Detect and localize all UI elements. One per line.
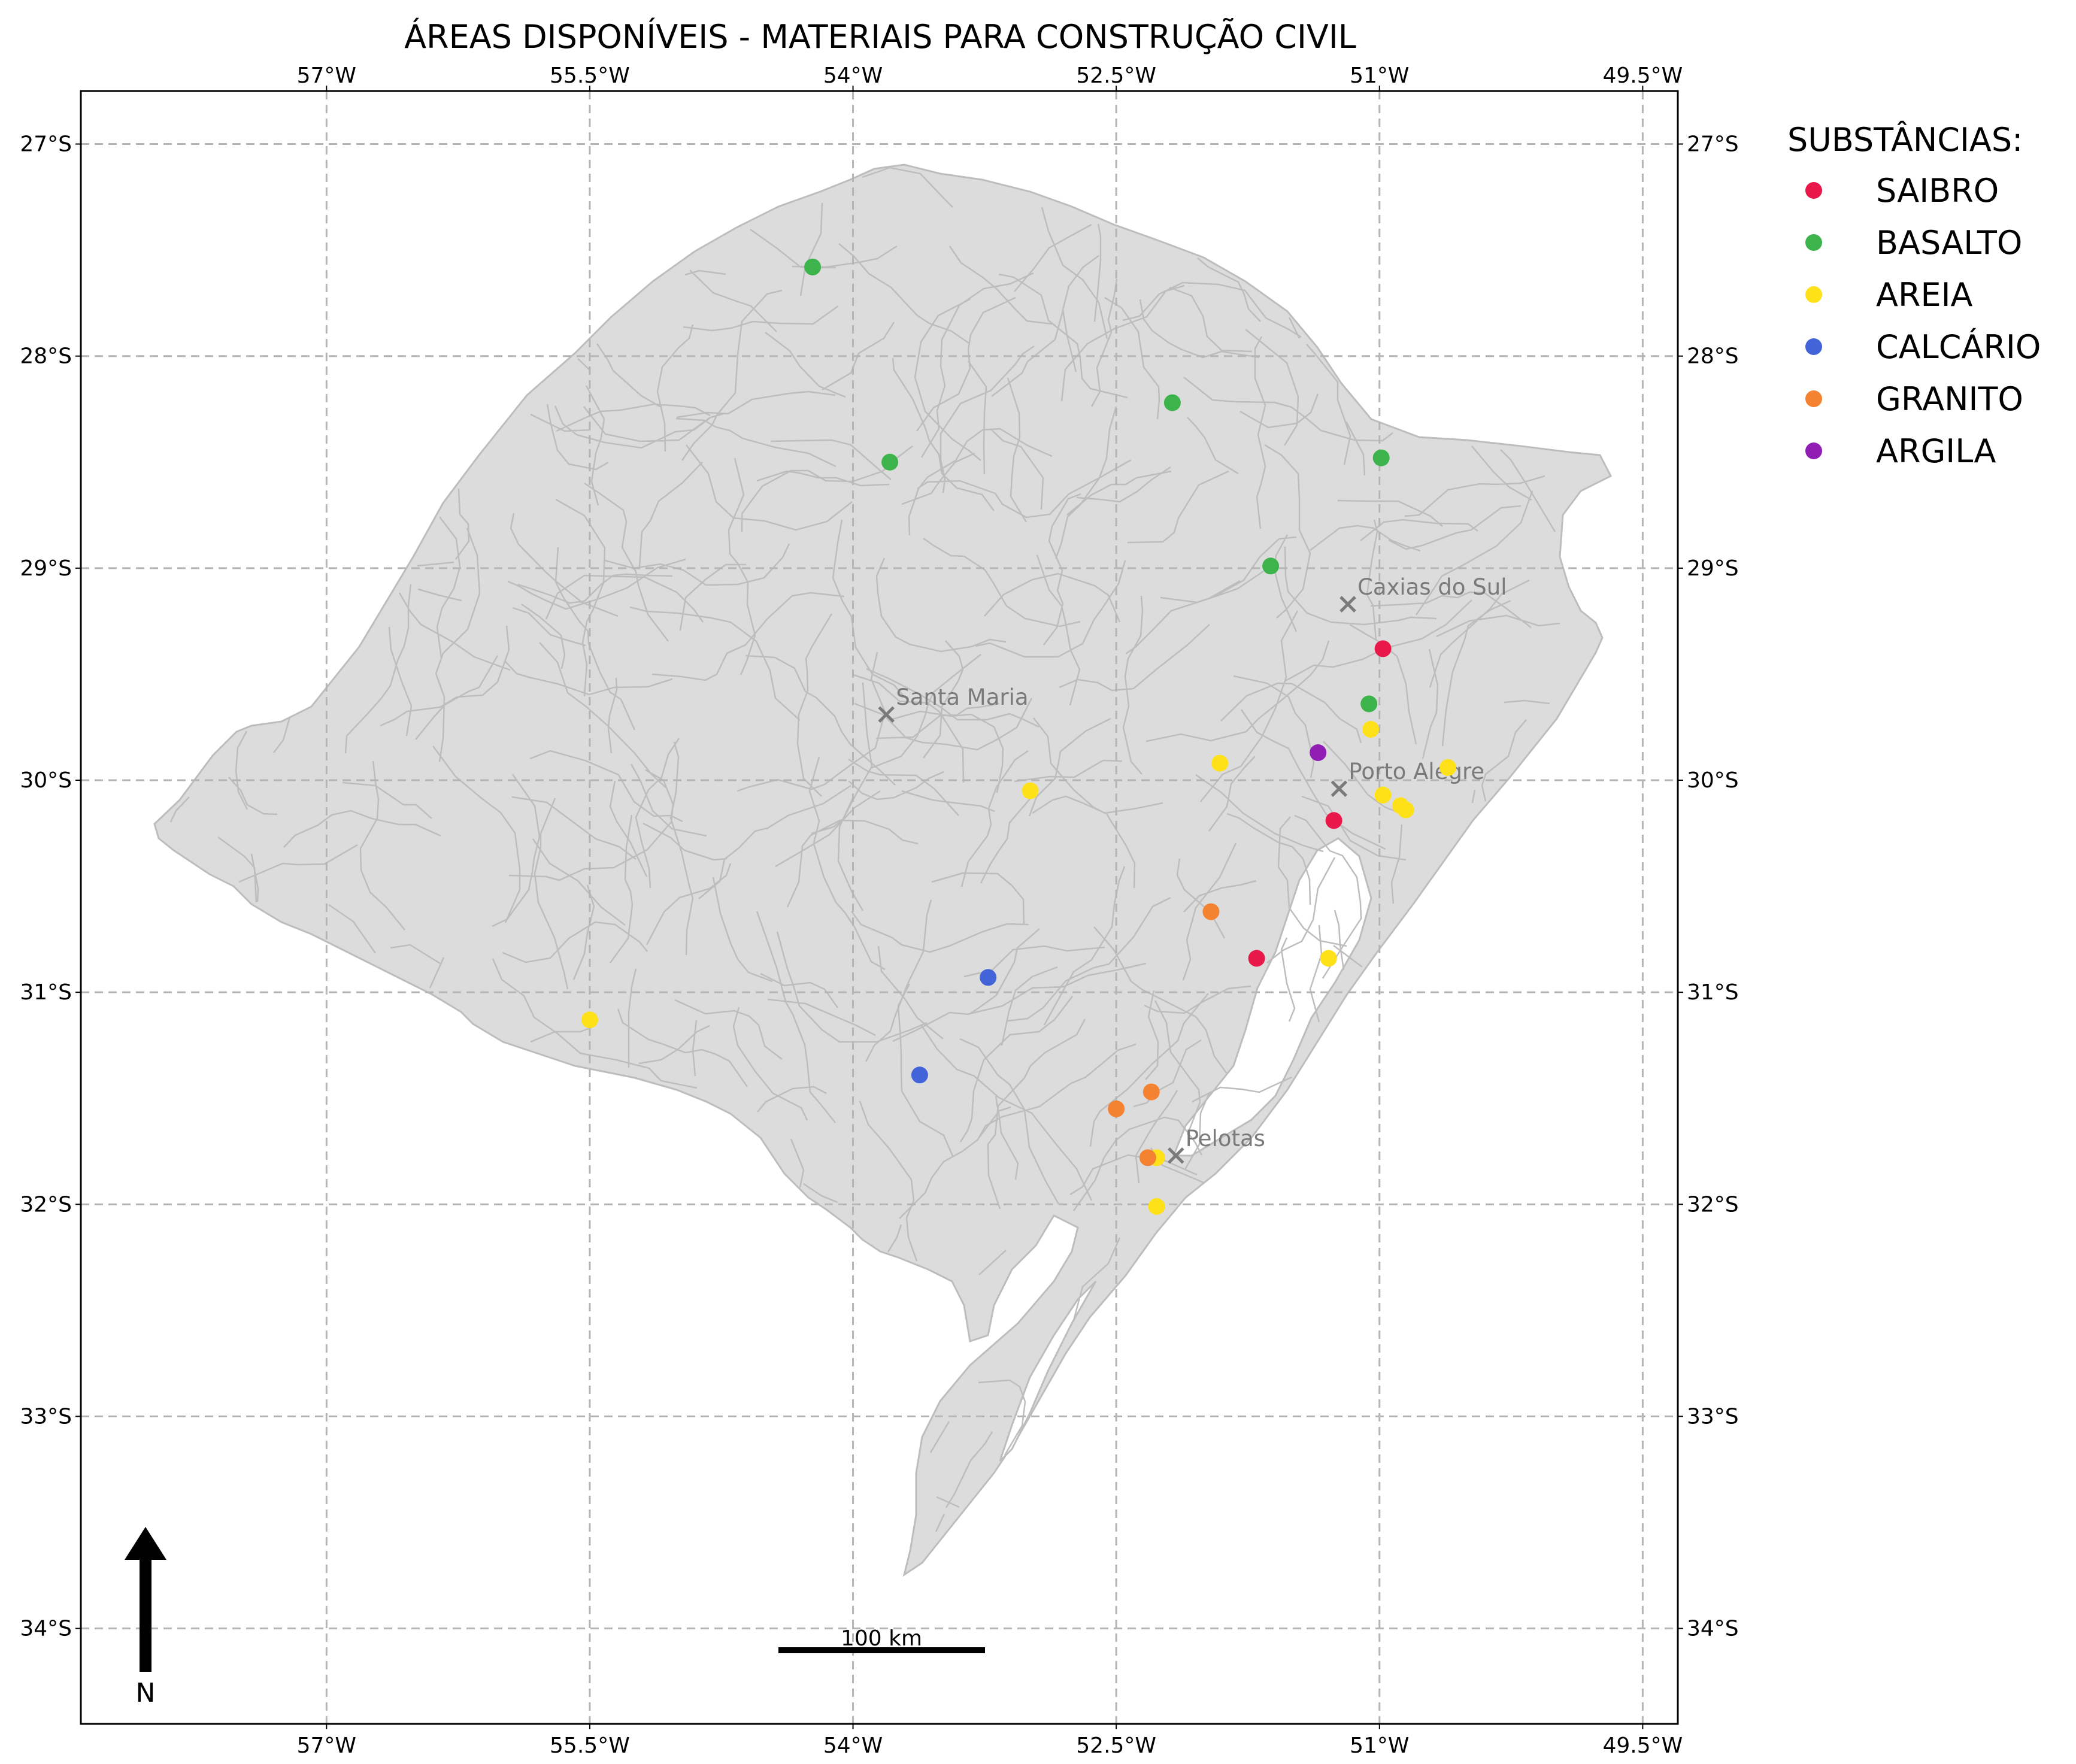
point-argila bbox=[1310, 744, 1327, 761]
legend-label: BASALTO bbox=[1876, 224, 2022, 262]
legend-marker bbox=[1805, 234, 1822, 251]
point-basalto bbox=[881, 453, 899, 471]
legend-label: SAIBRO bbox=[1876, 172, 1999, 210]
lat-tick-label-right: 34°S bbox=[1687, 1617, 1739, 1641]
lon-tick-label-top: 57°W bbox=[297, 63, 356, 88]
map-frame bbox=[80, 90, 1679, 1725]
north-arrow-label: N bbox=[136, 1678, 156, 1708]
point-saibro bbox=[1248, 950, 1265, 967]
city-marker: Pelotas bbox=[1168, 1126, 1265, 1164]
axis-ticks: 57°W 57°W 55.5°W 55.5°W 54°W 54°W 52.5°W 52.5°W… bbox=[20, 63, 1738, 1758]
point-basalto bbox=[804, 258, 822, 275]
lat-tick-label-left: 34°S bbox=[20, 1617, 72, 1641]
city-x-icon bbox=[1339, 596, 1356, 613]
lat-tick-label-left: 33°S bbox=[20, 1404, 72, 1429]
lat-tick-label-right: 30°S bbox=[1687, 768, 1739, 793]
city-x-icon bbox=[878, 706, 895, 723]
lon-tick-label-top: 55.5°W bbox=[550, 63, 630, 88]
lon-tick-label-bottom: 49.5°W bbox=[1603, 1733, 1683, 1758]
point-basalto bbox=[1262, 557, 1280, 575]
north-arrow-icon bbox=[125, 1527, 166, 1672]
point-saibro bbox=[1325, 812, 1342, 829]
lon-tick-label-bottom: 52.5°W bbox=[1076, 1733, 1156, 1758]
lat-tick-label-left: 27°S bbox=[20, 132, 72, 157]
point-calcário bbox=[980, 969, 997, 986]
point-calcário bbox=[911, 1066, 928, 1084]
city-marker: Caxias do Sul bbox=[1339, 574, 1507, 613]
scale-bar-label: 100 km bbox=[841, 1626, 922, 1651]
legend-marker bbox=[1805, 442, 1822, 459]
city-markers: Caxias do Sul Santa Maria Porto Alegre Pelo… bbox=[878, 574, 1507, 1164]
lat-tick-label-right: 33°S bbox=[1687, 1404, 1739, 1429]
legend-label: AREIA bbox=[1876, 276, 1973, 314]
lon-tick-label-bottom: 51°W bbox=[1350, 1733, 1409, 1758]
lat-tick-label-left: 30°S bbox=[20, 768, 72, 793]
rio-grande-do-sul-landmass bbox=[153, 163, 1613, 1577]
lat-tick-label-left: 31°S bbox=[20, 980, 72, 1005]
map-title: ÁREAS DISPONÍVEIS - MATERIAIS PARA CONST… bbox=[404, 18, 1356, 56]
point-granito bbox=[1108, 1100, 1125, 1117]
legend-title: SUBSTÂNCIAS: bbox=[1787, 121, 2023, 159]
lat-tick-label-right: 27°S bbox=[1687, 132, 1739, 157]
point-areia bbox=[1439, 759, 1457, 776]
point-areia bbox=[1148, 1198, 1165, 1215]
point-granito bbox=[1202, 903, 1220, 920]
point-basalto bbox=[1163, 394, 1181, 411]
point-areia bbox=[1022, 782, 1039, 799]
point-areia bbox=[1211, 754, 1229, 772]
legend-label: GRANITO bbox=[1876, 380, 2023, 418]
lat-tick-label-right: 31°S bbox=[1687, 980, 1739, 1005]
north-arrow: N bbox=[125, 1527, 166, 1708]
legend-label: ARGILA bbox=[1876, 432, 1996, 470]
lat-tick-label-left: 32°S bbox=[20, 1192, 72, 1217]
lon-tick-label-top: 49.5°W bbox=[1603, 63, 1683, 88]
point-basalto bbox=[1372, 449, 1390, 466]
lon-tick-label-bottom: 55.5°W bbox=[550, 1733, 630, 1758]
city-label: Porto Alegre bbox=[1348, 759, 1484, 784]
point-areia bbox=[1374, 786, 1392, 804]
city-label: Pelotas bbox=[1186, 1126, 1265, 1151]
substance-points bbox=[581, 258, 1457, 1215]
scale-bar: 100 km bbox=[778, 1626, 985, 1653]
point-areia bbox=[1320, 950, 1337, 967]
lat-tick-label-right: 32°S bbox=[1687, 1192, 1739, 1217]
point-areia bbox=[581, 1011, 598, 1029]
point-basalto bbox=[1360, 695, 1378, 713]
city-marker: Santa Maria bbox=[878, 684, 1029, 723]
lon-tick-label-bottom: 57°W bbox=[297, 1733, 356, 1758]
legend-label: CALCÁRIO bbox=[1876, 328, 2041, 366]
point-saibro bbox=[1374, 640, 1392, 657]
city-label: Caxias do Sul bbox=[1357, 574, 1507, 600]
point-areia bbox=[1397, 801, 1414, 819]
lon-tick-label-bottom: 54°W bbox=[823, 1733, 883, 1758]
legend-marker bbox=[1805, 182, 1822, 199]
legend-marker bbox=[1805, 286, 1822, 303]
lat-tick-label-left: 28°S bbox=[20, 344, 72, 369]
lat-tick-label-right: 29°S bbox=[1687, 556, 1739, 581]
legend: SUBSTÂNCIAS: SAIBRO BASALTO AREIA CALCÁRIO G… bbox=[1787, 121, 2041, 470]
graticule-grid bbox=[81, 91, 1678, 1724]
land-polygon bbox=[153, 163, 1613, 1577]
legend-marker bbox=[1805, 338, 1822, 355]
lat-tick-label-right: 28°S bbox=[1687, 344, 1739, 369]
point-granito bbox=[1142, 1083, 1160, 1101]
point-granito bbox=[1139, 1149, 1156, 1166]
point-areia bbox=[1362, 721, 1380, 738]
lon-tick-label-top: 51°W bbox=[1350, 63, 1409, 88]
city-x-icon bbox=[1331, 780, 1348, 797]
lagoa-dos-patos bbox=[1172, 837, 1372, 1157]
legend-marker bbox=[1805, 390, 1822, 407]
lat-tick-label-left: 29°S bbox=[20, 556, 72, 581]
city-x-icon bbox=[1168, 1147, 1184, 1164]
city-label: Santa Maria bbox=[896, 684, 1028, 710]
lon-tick-label-top: 52.5°W bbox=[1076, 63, 1156, 88]
lon-tick-label-top: 54°W bbox=[823, 63, 883, 88]
city-marker: Porto Alegre bbox=[1331, 759, 1484, 797]
